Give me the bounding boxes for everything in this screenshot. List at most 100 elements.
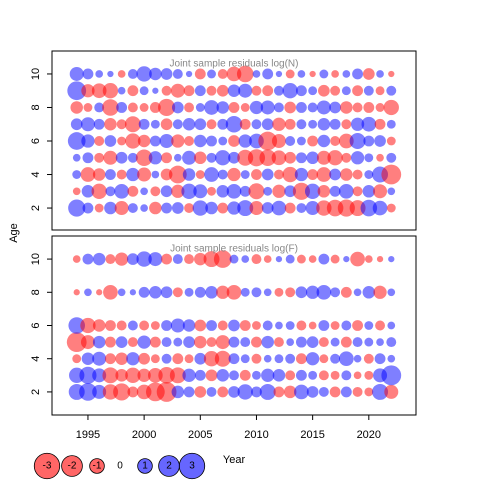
residual-bubble (387, 354, 396, 363)
residual-bubble (284, 185, 297, 198)
residual-bubble (92, 368, 107, 383)
residual-bubble (67, 81, 87, 101)
residual-bubble (353, 354, 362, 363)
residual-bubble (261, 118, 274, 131)
residual-bubble (81, 352, 95, 365)
residual-bubble (139, 86, 149, 96)
residual-bubble (376, 255, 384, 263)
residual-bubble (72, 153, 81, 162)
residual-bubble (91, 83, 107, 99)
residual-bubble (172, 287, 183, 298)
residual-bubble (214, 350, 231, 367)
residual-bubble (363, 353, 374, 364)
residual-bubble (127, 185, 139, 197)
residual-bubble (227, 201, 241, 215)
residual-bubble (126, 167, 140, 182)
residual-bubble (261, 168, 274, 181)
residual-bubble (184, 354, 194, 364)
residual-bubble (386, 152, 397, 163)
residual-bubble (117, 136, 127, 146)
residual-bubble (194, 85, 206, 97)
residual-bubble (194, 369, 206, 381)
residual-bubble (117, 86, 126, 95)
residual-bubble (317, 134, 331, 148)
residual-bubble (95, 70, 104, 78)
residual-bubble (70, 101, 83, 114)
residual-bubble (282, 166, 298, 183)
residual-bubble (251, 119, 262, 130)
legend-label: -2 (68, 461, 77, 472)
residual-bubble (137, 167, 152, 182)
residual-bubble (263, 255, 272, 263)
residual-bubble (117, 70, 126, 78)
residual-bubble (160, 68, 173, 80)
residual-bubble (271, 150, 287, 166)
residual-bubble (374, 118, 386, 130)
residual-bubble (171, 134, 185, 148)
residual-bubble (372, 383, 389, 400)
residual-bubble (296, 320, 307, 331)
residual-bubble (151, 170, 160, 179)
residual-bubble (283, 385, 297, 399)
residual-bubble (318, 253, 330, 265)
residual-bubble (114, 183, 129, 199)
residual-bubble (185, 70, 193, 78)
residual-bubble (306, 352, 320, 366)
residual-bubble (183, 386, 195, 398)
residual-bubble (251, 287, 262, 298)
residual-bubble (375, 86, 385, 96)
residual-bubble (318, 320, 330, 331)
legend-bubble (137, 458, 153, 474)
residual-bubble (261, 335, 274, 349)
residual-bubble (228, 102, 240, 113)
residual-bubble (352, 85, 364, 97)
residual-bubble (126, 352, 140, 366)
residual-bubble (285, 69, 295, 79)
residual-bubble (388, 70, 395, 78)
residual-bubble (251, 336, 262, 348)
residual-bubble (376, 153, 384, 162)
residual-bubble (228, 336, 240, 348)
residual-bubble (240, 354, 250, 364)
residual-bubble (364, 321, 374, 330)
residual-bubble (286, 338, 295, 346)
residual-bubble (205, 369, 218, 382)
residual-bubble (258, 131, 278, 151)
residual-bubble (285, 254, 295, 264)
residual-bubble (149, 336, 161, 348)
residual-bubble (229, 254, 239, 264)
residual-bubble (117, 288, 126, 297)
residual-bubble (387, 321, 396, 330)
residual-bubble (80, 335, 95, 350)
residual-bubble (140, 204, 148, 212)
residual-bubble (237, 200, 254, 217)
residual-bubble (92, 384, 107, 399)
residual-bubble (184, 203, 195, 213)
residual-bubble (149, 201, 162, 215)
residual-bubble (273, 102, 284, 113)
residual-bubble (102, 83, 119, 99)
residual-bubble (80, 117, 95, 132)
residual-bubble (339, 133, 354, 149)
residual-bubble (330, 353, 341, 364)
residual-bubble (149, 67, 162, 81)
legend-bubble (61, 455, 83, 477)
residual-bubble (203, 351, 220, 367)
residual-bubble (284, 202, 296, 214)
residual-bubble (226, 183, 242, 199)
residual-bubble (237, 384, 253, 400)
residual-bubble (307, 135, 319, 147)
residual-bubble (135, 149, 153, 167)
residual-bubble (272, 369, 286, 382)
residual-bubble (172, 254, 183, 265)
residual-bubble (296, 254, 306, 264)
residual-bubble (140, 187, 148, 196)
residual-bubble (82, 68, 94, 80)
residual-bubble (125, 133, 141, 149)
residual-bubble (127, 69, 138, 79)
residual-bubble (136, 251, 152, 267)
residual-bubble (171, 202, 184, 214)
y-tick-label: 8 (30, 289, 42, 295)
residual-bubble (156, 382, 177, 402)
residual-bubble (194, 68, 206, 80)
